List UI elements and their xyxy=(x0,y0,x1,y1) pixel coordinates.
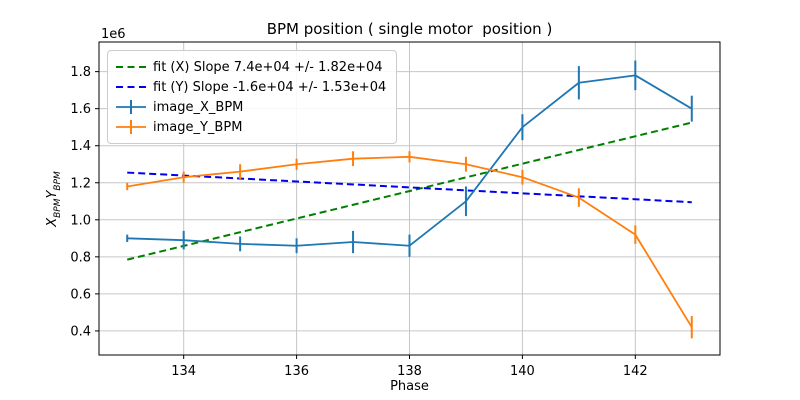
y-tick-label: 1.8 xyxy=(70,65,91,80)
y-axis-offset-label: 1e6 xyxy=(101,27,126,42)
legend-item-label: fit (Y) Slope -1.6e+04 +/- 1.53e+04 xyxy=(153,79,387,95)
x-axis-label: Phase xyxy=(390,379,429,394)
axes-spines xyxy=(98,41,721,356)
x-tick-labels: 134 136 138 140 142 xyxy=(171,364,647,379)
legend-item-image_Y_BPM: image_Y_BPM xyxy=(116,117,386,137)
legend-item-label: image_Y_BPM xyxy=(153,119,243,135)
legend: fit (X) Slope 7.4e+04 +/- 1.82e+04 fit (Y… xyxy=(107,50,398,144)
x-tick-label: 138 xyxy=(397,364,422,379)
series-fit_y xyxy=(127,171,692,204)
legend-item-label: image_X_BPM xyxy=(153,99,244,115)
y-tick-label: 1.6 xyxy=(70,102,91,117)
x-tick-label: 140 xyxy=(510,364,535,379)
y-tick-labels: 0.4 0.6 0.8 1.0 1.2 1.4 1.6 1.8 xyxy=(70,65,91,339)
x-tick-label: 136 xyxy=(284,364,309,379)
series-fit_x xyxy=(126,121,693,261)
series-image_Y_BPM xyxy=(126,151,693,339)
series-image_X_BPM xyxy=(126,60,693,257)
dashed-line-swatch-icon xyxy=(116,66,146,68)
y-tick-label: 0.4 xyxy=(70,324,91,339)
legend-item-fit_y: fit (Y) Slope -1.6e+04 +/- 1.53e+04 xyxy=(116,77,386,97)
y-tick-label: 1.0 xyxy=(70,213,91,228)
axis-ticks xyxy=(95,71,636,359)
y-axis-label: XBPMYBPM xyxy=(45,171,63,227)
y-tick-label: 0.6 xyxy=(70,287,91,302)
dashed-line-swatch-icon xyxy=(116,86,146,88)
y-tick-label: 0.8 xyxy=(70,250,91,265)
x-tick-label: 142 xyxy=(623,364,648,379)
legend-item-fit_x: fit (X) Slope 7.4e+04 +/- 1.82e+04 xyxy=(116,57,386,77)
x-tick-label: 134 xyxy=(171,364,196,379)
y-tick-label: 1.4 xyxy=(70,139,91,154)
legend-item-image_X_BPM: image_X_BPM xyxy=(116,97,386,117)
errorbar-swatch-icon xyxy=(116,100,146,114)
y-axis-label-x-sub: BPM xyxy=(52,198,63,218)
chart-title: BPM position ( single motor position ) xyxy=(266,20,553,38)
legend-item-label: fit (X) Slope 7.4e+04 +/- 1.82e+04 xyxy=(153,59,383,75)
y-axis-label-x-var: X xyxy=(45,217,61,227)
errorbar-swatch-icon xyxy=(116,120,146,134)
y-tick-label: 1.2 xyxy=(70,176,91,191)
y-axis-label-y-sub: BPM xyxy=(52,171,63,191)
y-axis-label-y-var: Y xyxy=(45,190,61,199)
